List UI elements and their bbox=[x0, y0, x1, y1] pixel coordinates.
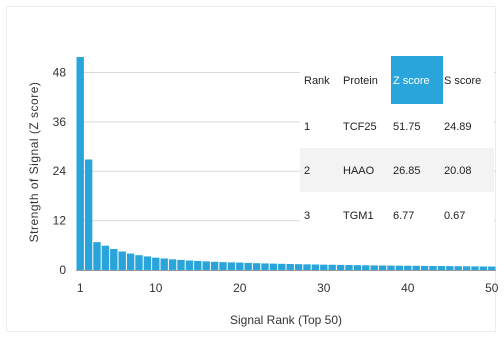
bar bbox=[387, 265, 395, 270]
bar bbox=[210, 261, 219, 270]
bar bbox=[378, 265, 387, 270]
bar bbox=[135, 255, 143, 270]
bar bbox=[252, 263, 261, 270]
y-tick-label: 12 bbox=[53, 214, 67, 228]
bar bbox=[320, 264, 328, 270]
x-tick-label: 40 bbox=[401, 281, 415, 295]
bar bbox=[462, 266, 471, 270]
table-cell: 6.77 bbox=[393, 210, 414, 222]
x-tick-label: 20 bbox=[233, 281, 247, 295]
y-axis-title: Strength of Signal (Z score) bbox=[27, 82, 41, 243]
table-cell: HAAO bbox=[343, 165, 375, 177]
bar bbox=[345, 265, 353, 270]
table-cell: 2 bbox=[304, 165, 310, 177]
bar bbox=[362, 265, 370, 270]
highlight-header-cell bbox=[391, 56, 443, 104]
bar bbox=[244, 262, 252, 270]
bar bbox=[177, 259, 185, 270]
y-tick-label: 36 bbox=[53, 115, 67, 129]
bar bbox=[412, 265, 420, 270]
bar bbox=[336, 264, 345, 270]
bar bbox=[194, 260, 202, 270]
bar bbox=[471, 266, 479, 270]
y-tick-label: 48 bbox=[53, 65, 67, 79]
bar bbox=[479, 266, 488, 270]
bar bbox=[420, 265, 429, 270]
y-tick-label: 24 bbox=[53, 164, 67, 178]
bar bbox=[101, 245, 110, 270]
bar bbox=[261, 263, 269, 270]
bar bbox=[168, 259, 177, 270]
table-header-rank: Rank bbox=[304, 75, 330, 87]
x-axis-title: Signal Rank (Top 50) bbox=[230, 313, 342, 327]
bar bbox=[236, 262, 244, 270]
bar bbox=[404, 265, 412, 270]
bar bbox=[219, 262, 227, 270]
bar bbox=[395, 265, 404, 270]
bar bbox=[202, 261, 210, 270]
x-tick-label: 10 bbox=[149, 281, 163, 295]
bar bbox=[126, 253, 135, 270]
bar bbox=[429, 265, 437, 270]
bar bbox=[353, 265, 362, 270]
bar bbox=[76, 57, 84, 270]
bar bbox=[278, 263, 286, 270]
table-header-s-score: S score bbox=[444, 75, 481, 87]
bar bbox=[446, 266, 454, 270]
y-tick-label: 0 bbox=[59, 263, 66, 277]
table-cell: 26.85 bbox=[393, 165, 421, 177]
table-cell: 1 bbox=[304, 121, 310, 133]
bar bbox=[328, 264, 336, 270]
bar bbox=[437, 266, 446, 270]
bar bbox=[286, 263, 294, 270]
bar bbox=[110, 249, 118, 270]
bar bbox=[227, 262, 236, 270]
bar bbox=[93, 242, 101, 270]
bar bbox=[303, 264, 311, 270]
table-header-protein: Protein bbox=[343, 75, 378, 87]
table-cell: TCF25 bbox=[343, 121, 377, 133]
table-cell: 3 bbox=[304, 210, 310, 222]
table-cell: 51.75 bbox=[393, 121, 421, 133]
table-cell: 0.67 bbox=[444, 210, 465, 222]
table-header-z-score: Z score bbox=[393, 75, 430, 87]
bar bbox=[311, 264, 320, 270]
bar bbox=[185, 260, 194, 270]
score-table: Rank Protein Z score S score 1 TCF25 51.75 24.8… bbox=[300, 56, 494, 236]
bar bbox=[370, 265, 378, 270]
bar bbox=[294, 264, 303, 270]
table-cell: 24.89 bbox=[444, 121, 472, 133]
x-tick-label: 50 bbox=[485, 281, 499, 295]
bars bbox=[76, 57, 496, 270]
bar bbox=[84, 159, 93, 270]
bar bbox=[152, 257, 160, 270]
table-cell: TGM1 bbox=[343, 210, 374, 222]
bar bbox=[143, 256, 152, 270]
x-tick-label: 30 bbox=[317, 281, 331, 295]
bar bbox=[269, 263, 278, 270]
table-cell: 20.08 bbox=[444, 165, 472, 177]
bar bbox=[488, 266, 496, 270]
bar bbox=[160, 258, 168, 270]
bar bbox=[454, 266, 462, 270]
x-tick-label: 1 bbox=[77, 281, 84, 295]
table-row-band bbox=[300, 148, 494, 192]
bar bbox=[118, 251, 126, 270]
